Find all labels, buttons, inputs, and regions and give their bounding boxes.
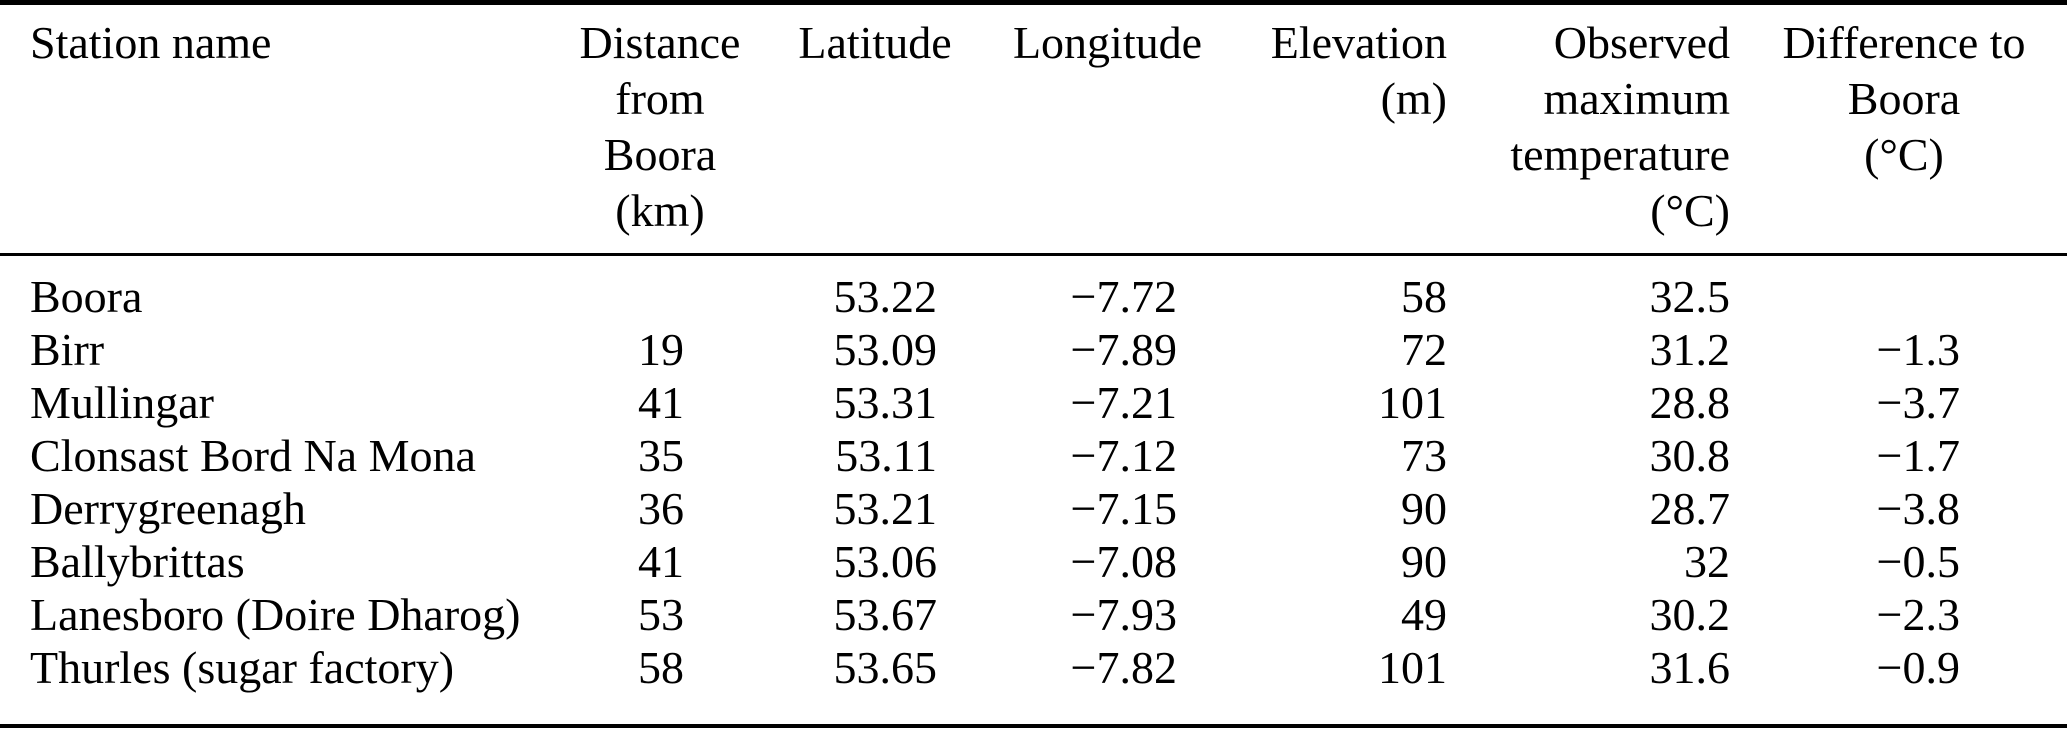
col-header-station-name: Station name — [0, 2, 560, 256]
cell-station-name: Mullingar — [30, 377, 214, 428]
cell-latitude: 53.65 — [833, 642, 938, 693]
cell-distance: 58 — [638, 642, 684, 693]
cell-station-name: Thurles (sugar factory) — [30, 642, 455, 693]
cell-max-temperature: 30.2 — [1649, 589, 1731, 640]
cell-station-name: Birr — [30, 324, 105, 375]
cell-difference: −2.3 — [1876, 589, 1960, 640]
cell-difference: −3.8 — [1876, 483, 1960, 534]
table-row: Mullingar 41 53.31 −7.21 101 28.8 −3.7 — [0, 376, 2067, 429]
cell-difference: −1.7 — [1876, 430, 1960, 481]
col-header-distance-from-boora: Distance from Boora (km) — [560, 2, 760, 256]
cell-distance: 41 — [638, 377, 684, 428]
cell-max-temperature: 28.7 — [1649, 483, 1731, 534]
header-line-text: from — [615, 73, 705, 124]
table-row: Boora 53.22 −7.72 58 32.5 — [0, 255, 2067, 324]
cell-elevation: 73 — [1401, 430, 1447, 481]
col-header-longitude: Longitude — [990, 2, 1225, 256]
col-header-elevation: Elevation (m) — [1225, 2, 1458, 256]
cell-difference: −3.7 — [1876, 377, 1960, 428]
cell-latitude: 53.09 — [833, 324, 938, 375]
header-line-text: Difference to — [1782, 17, 2026, 68]
header-line-text: temperature — [1510, 129, 1730, 180]
cell-elevation: 49 — [1401, 589, 1447, 640]
header-line-text: Distance — [579, 17, 741, 68]
col-header-observed-max-temperature: Observed maximum temperature (°C) — [1458, 2, 1741, 256]
cell-distance: 41 — [638, 536, 684, 587]
cell-elevation: 58 — [1401, 271, 1447, 322]
cell-longitude: −7.08 — [1070, 536, 1177, 587]
col-header-difference-to-boora: Difference to Boora (°C) — [1741, 2, 2067, 256]
cell-latitude: 53.67 — [833, 589, 938, 640]
cell-difference: −1.3 — [1876, 324, 1960, 375]
table-row: Thurles (sugar factory) 58 53.65 −7.82 1… — [0, 641, 2067, 726]
cell-longitude: −7.72 — [1070, 271, 1177, 322]
header-line-text: Boora — [1847, 73, 1961, 124]
cell-max-temperature: 32.5 — [1649, 271, 1731, 322]
header-line-text: (°C) — [1650, 185, 1730, 236]
cell-elevation: 90 — [1401, 483, 1447, 534]
header-line-text: maximum — [1543, 73, 1730, 124]
cell-latitude: 53.21 — [833, 483, 938, 534]
cell-distance: 35 — [638, 430, 684, 481]
cell-longitude: −7.93 — [1070, 589, 1177, 640]
table-header: Station name Distance from Boora (km) La… — [0, 2, 2067, 256]
cell-difference: −0.9 — [1876, 642, 1960, 693]
cell-longitude: −7.12 — [1070, 430, 1177, 481]
cell-station-name: Derrygreenagh — [30, 483, 306, 534]
cell-distance: 36 — [638, 483, 684, 534]
cell-difference — [1741, 255, 2067, 324]
cell-longitude: −7.21 — [1070, 377, 1177, 428]
cell-latitude: 53.06 — [833, 536, 938, 587]
cell-station-name: Boora — [30, 271, 143, 322]
table-body: Boora 53.22 −7.72 58 32.5 Birr 19 53.09 … — [0, 255, 2067, 727]
header-line-text: (m) — [1380, 73, 1447, 124]
cell-latitude: 53.22 — [833, 271, 938, 322]
header-line-text: (km) — [615, 185, 705, 236]
header-line-text: (°C) — [1864, 129, 1944, 180]
table-row: Lanesboro (Doire Dharog) 53 53.67 −7.93 … — [0, 588, 2067, 641]
col-header-latitude: Latitude — [760, 2, 990, 256]
cell-elevation: 101 — [1378, 377, 1447, 428]
cell-distance: 19 — [638, 324, 684, 375]
table-row: Clonsast Bord Na Mona 35 53.11 −7.12 73 … — [0, 429, 2067, 482]
header-line-text: Elevation — [1270, 17, 1447, 68]
cell-elevation: 90 — [1401, 536, 1447, 587]
cell-station-name: Clonsast Bord Na Mona — [30, 430, 476, 481]
cell-longitude: −7.82 — [1070, 642, 1177, 693]
cell-latitude: 53.31 — [833, 377, 938, 428]
cell-longitude: −7.15 — [1070, 483, 1177, 534]
table-row: Birr 19 53.09 −7.89 72 31.2 −1.3 — [0, 323, 2067, 376]
cell-elevation: 101 — [1378, 642, 1447, 693]
cell-station-name: Ballybrittas — [30, 536, 245, 587]
cell-elevation: 72 — [1401, 324, 1447, 375]
cell-distance — [560, 255, 760, 324]
cell-max-temperature: 31.6 — [1649, 642, 1731, 693]
header-line-text: Observed — [1553, 17, 1730, 68]
cell-max-temperature: 28.8 — [1649, 377, 1731, 428]
table-row: Ballybrittas 41 53.06 −7.08 90 32 −0.5 — [0, 535, 2067, 588]
cell-latitude: 53.11 — [835, 430, 937, 481]
header-line-text: Boora — [603, 129, 717, 180]
cell-longitude: −7.89 — [1070, 324, 1177, 375]
cell-difference: −0.5 — [1876, 536, 1960, 587]
cell-max-temperature: 30.8 — [1649, 430, 1731, 481]
cell-station-name: Lanesboro (Doire Dharog) — [30, 589, 521, 640]
table-row: Derrygreenagh 36 53.21 −7.15 90 28.7 −3.… — [0, 482, 2067, 535]
header-row: Station name Distance from Boora (km) La… — [0, 2, 2067, 256]
cell-distance: 53 — [638, 589, 684, 640]
cell-max-temperature: 32 — [1684, 536, 1730, 587]
cell-max-temperature: 31.2 — [1649, 324, 1731, 375]
